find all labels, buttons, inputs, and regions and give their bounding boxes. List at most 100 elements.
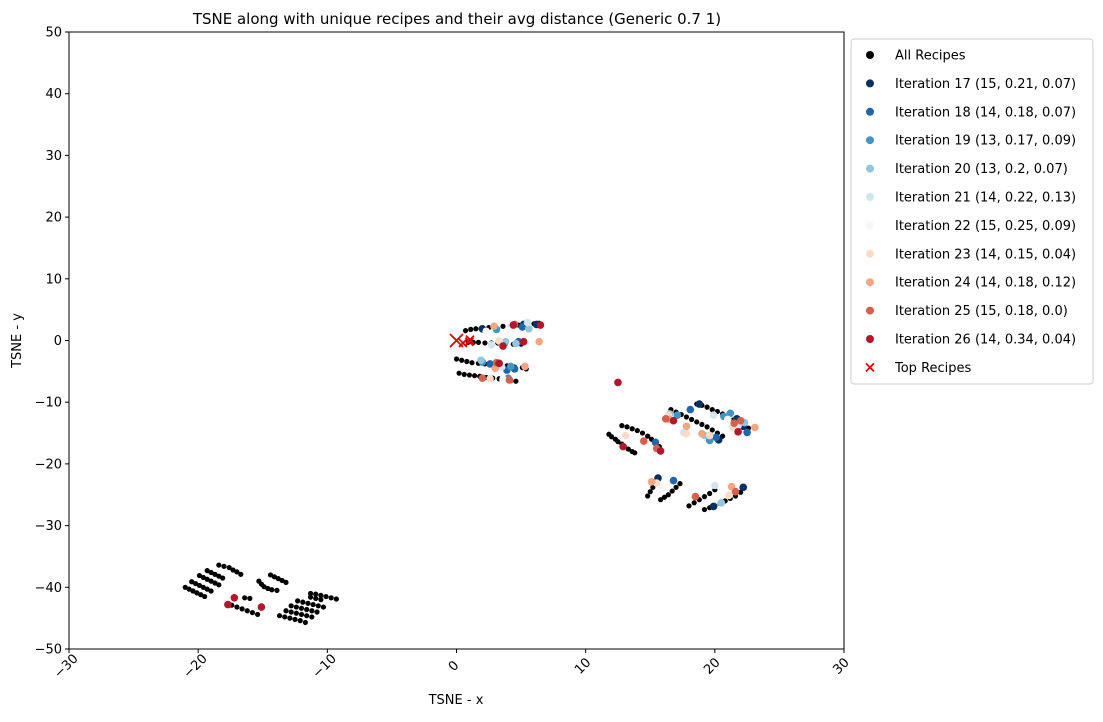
recipe-point <box>453 356 460 362</box>
iteration-point <box>669 416 678 425</box>
recipe-point <box>295 598 301 604</box>
y-tick-label: −50 <box>35 643 62 658</box>
iteration-point <box>651 438 660 447</box>
legend-marker <box>866 193 874 201</box>
iteration-point <box>519 337 528 346</box>
legend-marker <box>866 278 874 287</box>
recipe-point <box>738 489 744 495</box>
iteration-point <box>695 400 704 408</box>
recipe-point <box>320 604 327 610</box>
recipe-point <box>459 357 465 363</box>
legend-item: Iteration 24 (14, 0.18, 0.12) <box>866 276 1076 291</box>
legend-item: Iteration 26 (14, 0.34, 0.04) <box>866 333 1076 348</box>
recipe-point <box>694 419 700 425</box>
recipe-point <box>300 599 306 605</box>
iteration-point <box>705 431 714 440</box>
recipe-point <box>208 588 214 594</box>
iteration-point <box>518 323 527 331</box>
y-axis-label: TSNE - y <box>10 313 25 369</box>
recipe-point <box>267 572 274 578</box>
recipe-point <box>239 606 245 612</box>
iteration-point <box>686 405 695 414</box>
recipe-point <box>212 580 218 586</box>
iteration-point <box>495 359 503 368</box>
legend-item: Iteration 25 (15, 0.18, 0.0) <box>866 304 1068 319</box>
recipe-point <box>298 611 305 618</box>
iteration-point <box>658 484 666 493</box>
iteration-point <box>486 360 494 368</box>
iteration-point <box>682 422 691 431</box>
legend-box <box>850 38 1094 385</box>
iteration-point <box>525 324 533 333</box>
recipe-point <box>624 424 630 430</box>
recipe-point <box>204 586 210 592</box>
recipe-point <box>313 595 319 602</box>
iteration-point <box>487 341 496 349</box>
recipe-point <box>202 593 208 600</box>
recipe-point <box>315 603 321 609</box>
top-recipe-marker <box>464 337 475 347</box>
legend-marker <box>866 51 874 59</box>
iteration-point <box>730 419 739 427</box>
iteration-point <box>509 321 518 329</box>
y-tick-label: −10 <box>35 396 62 411</box>
legend-label: Iteration 19 (13, 0.17, 0.09) <box>895 134 1076 149</box>
legend-item: Iteration 19 (13, 0.17, 0.09) <box>866 134 1076 149</box>
iteration-point <box>709 411 718 419</box>
recipe-point <box>639 430 646 436</box>
chart-title: TSNE along with unique recipes and their… <box>192 10 721 28</box>
legend-marker <box>866 249 874 258</box>
legend-label: Iteration 24 (14, 0.18, 0.12) <box>895 276 1076 291</box>
recipe-point <box>279 577 285 584</box>
x-axis-label: TSNE - x <box>428 693 484 708</box>
recipe-point <box>287 615 293 621</box>
recipe-point <box>304 606 310 613</box>
legend-label: Iteration 26 (14, 0.34, 0.04) <box>895 333 1076 348</box>
iteration-point <box>647 477 656 486</box>
recipe-point <box>182 584 188 590</box>
legend-label: Iteration 21 (14, 0.22, 0.13) <box>895 191 1076 206</box>
legend-item: All Recipes <box>866 49 966 64</box>
iteration-point <box>736 416 745 425</box>
iteration-point <box>478 374 487 382</box>
recipe-point <box>632 450 638 456</box>
recipe-point <box>216 582 222 588</box>
iteration-point <box>725 491 733 500</box>
legend-marker-x <box>865 362 875 373</box>
recipe-point <box>230 567 236 573</box>
top-recipe-marker <box>465 334 475 345</box>
recipe-point <box>297 618 303 624</box>
recipe-point <box>619 423 625 429</box>
iteration-point <box>505 376 514 384</box>
legend-item: Iteration 23 (14, 0.15, 0.04) <box>866 247 1076 262</box>
y-tick-label: −20 <box>35 457 62 472</box>
iteration-point <box>230 593 239 602</box>
recipe-point <box>208 578 214 584</box>
iteration-point <box>621 431 630 440</box>
recipe-point <box>313 591 319 597</box>
recipe-point <box>661 494 668 500</box>
legend: All Recipes Iteration 17 (15, 0.21, 0.07)… <box>850 38 1094 385</box>
recipe-point <box>309 614 315 620</box>
iteration-point <box>656 447 665 455</box>
recipe-point <box>647 489 653 495</box>
recipe-point <box>254 611 261 618</box>
recipe-point <box>464 358 470 365</box>
recipe-point <box>196 572 203 579</box>
legend-label: Iteration 17 (15, 0.21, 0.07) <box>895 77 1076 92</box>
recipe-point <box>701 494 708 500</box>
points-layer <box>182 318 759 626</box>
recipe-point <box>314 609 320 615</box>
recipe-point <box>673 484 679 490</box>
recipe-point <box>466 372 473 378</box>
iteration-point <box>734 428 742 436</box>
series-11 <box>449 333 475 348</box>
recipe-point <box>212 571 218 577</box>
recipe-point <box>288 603 294 609</box>
recipe-point <box>468 326 474 332</box>
iteration-point <box>717 498 726 507</box>
recipe-point <box>634 427 640 434</box>
recipe-point <box>657 497 664 503</box>
legend-label: All Recipes <box>895 49 966 64</box>
